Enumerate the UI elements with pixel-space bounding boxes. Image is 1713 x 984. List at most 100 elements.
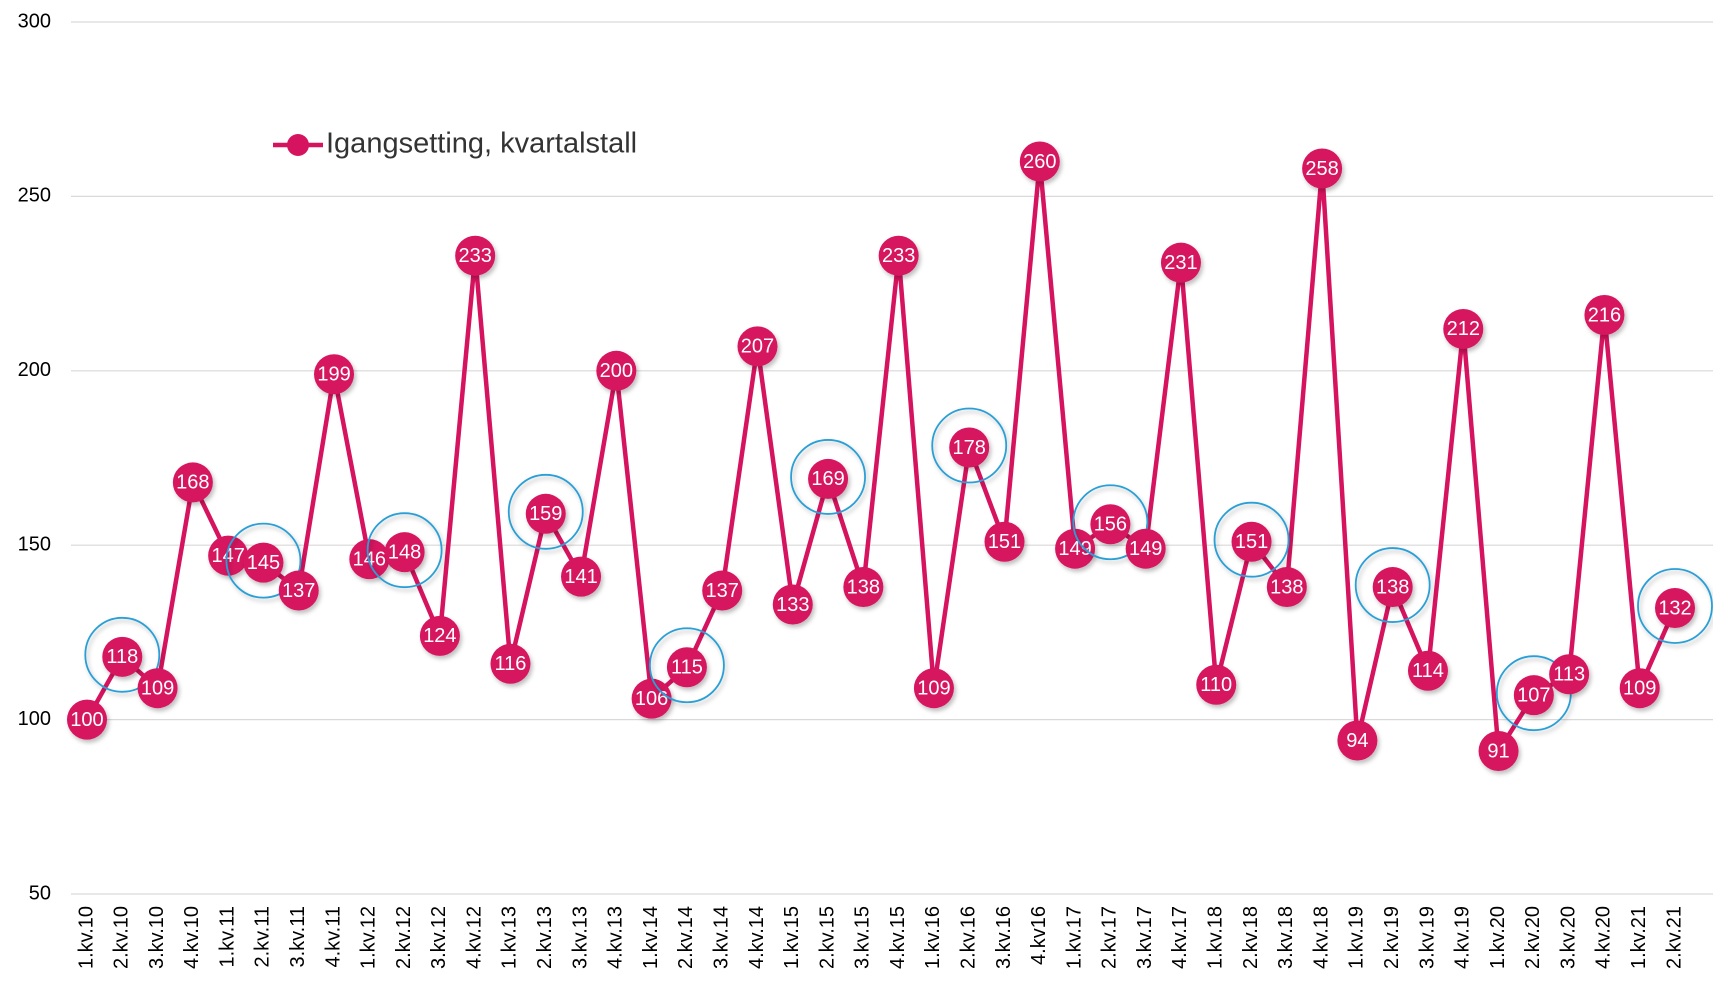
legend-marker bbox=[287, 134, 309, 156]
data-point bbox=[384, 532, 425, 573]
x-tick-label: 4.kv.19 bbox=[1452, 906, 1474, 969]
x-tick-label: 1.kv.13 bbox=[499, 906, 521, 969]
y-tick-label: 100 bbox=[18, 708, 51, 730]
highlight-ring bbox=[790, 439, 866, 515]
x-tick-label: 4.kv.20 bbox=[1593, 906, 1615, 969]
data-label: 260 bbox=[1023, 151, 1056, 173]
x-tick-label: 1.kv.14 bbox=[640, 906, 662, 969]
data-point bbox=[1090, 504, 1131, 545]
data-point bbox=[490, 643, 531, 684]
x-tick-label: 4.kv.14 bbox=[746, 906, 768, 969]
data-point bbox=[913, 668, 954, 709]
data-point bbox=[984, 521, 1025, 562]
data-point bbox=[102, 636, 143, 677]
data-label: 199 bbox=[317, 364, 350, 386]
x-tick-label: 3.kv.17 bbox=[1134, 906, 1156, 969]
data-point bbox=[137, 668, 178, 709]
x-tick-label: 2.kv.17 bbox=[1099, 906, 1121, 969]
data-label: 132 bbox=[1658, 597, 1691, 619]
data-point bbox=[1584, 294, 1625, 335]
x-tick-label: 3.kv.19 bbox=[1416, 906, 1438, 969]
data-label: 118 bbox=[106, 646, 138, 668]
x-tick-label: 2.kv.14 bbox=[675, 906, 697, 969]
data-label: 109 bbox=[1623, 677, 1656, 699]
data-label: 200 bbox=[600, 360, 633, 382]
x-tick-label: 3.kv.12 bbox=[428, 906, 450, 969]
data-point bbox=[1125, 528, 1166, 569]
y-tick-label: 150 bbox=[18, 533, 51, 555]
data-label: 116 bbox=[495, 653, 527, 675]
x-tick-label: 3.kv.13 bbox=[569, 906, 591, 969]
data-label: 138 bbox=[847, 576, 880, 598]
data-label: 212 bbox=[1447, 318, 1480, 340]
y-tick-label: 250 bbox=[18, 185, 51, 207]
x-tick-label: 2.kv.12 bbox=[393, 906, 415, 969]
data-point bbox=[1055, 528, 1096, 569]
data-label: 137 bbox=[282, 580, 315, 602]
x-tick-label: 1.kv.12 bbox=[358, 906, 380, 969]
x-tick-label: 3.kv.15 bbox=[852, 906, 874, 969]
data-label: 233 bbox=[882, 245, 915, 267]
data-point bbox=[843, 567, 884, 608]
data-point bbox=[1549, 654, 1590, 695]
data-point bbox=[278, 570, 319, 611]
data-point bbox=[243, 542, 284, 583]
legend-label: Igangsetting, kvartalstall bbox=[326, 128, 637, 160]
data-point bbox=[1302, 148, 1343, 189]
x-tick-label: 1.kv.17 bbox=[1063, 906, 1085, 969]
x-tick-label: 3.kv.14 bbox=[710, 906, 732, 969]
x-tick-label: 1.kv.11 bbox=[216, 906, 238, 968]
data-point bbox=[1443, 308, 1484, 349]
data-point bbox=[772, 584, 813, 625]
x-tick-label: 4.kv16 bbox=[1028, 906, 1050, 965]
x-tick-label: 2.kv.13 bbox=[534, 906, 556, 969]
data-point bbox=[1478, 730, 1519, 771]
x-tick-label: 3.kv.18 bbox=[1275, 906, 1297, 969]
data-label: 106 bbox=[635, 688, 668, 710]
data-point bbox=[525, 493, 566, 534]
data-label: 114 bbox=[1412, 660, 1444, 682]
data-point bbox=[1266, 567, 1307, 608]
data-label: 207 bbox=[741, 336, 774, 358]
data-label: 178 bbox=[953, 437, 986, 459]
x-tick-label: 2.kv.11 bbox=[252, 906, 274, 968]
data-label: 156 bbox=[1094, 514, 1127, 536]
x-tick-label: 4.kv.17 bbox=[1169, 906, 1191, 969]
data-label: 137 bbox=[706, 580, 739, 602]
x-tick-label: 3.kv.20 bbox=[1557, 906, 1579, 969]
data-point bbox=[666, 647, 707, 688]
data-label: 138 bbox=[1270, 576, 1303, 598]
data-line bbox=[85, 159, 1678, 754]
data-point bbox=[1619, 668, 1660, 709]
data-label: 109 bbox=[917, 677, 950, 699]
data-label: 151 bbox=[1235, 531, 1268, 553]
data-label: 149 bbox=[1058, 538, 1091, 560]
data-label: 168 bbox=[176, 472, 209, 494]
data-point bbox=[419, 615, 460, 656]
x-tick-label: 4.kv.12 bbox=[463, 906, 485, 969]
y-tick-label: 200 bbox=[18, 359, 51, 381]
data-point bbox=[1337, 720, 1378, 761]
data-label: 94 bbox=[1346, 730, 1368, 752]
x-tick-label: 2.kv.15 bbox=[816, 906, 838, 969]
x-tick-label: 2.kv.18 bbox=[1240, 906, 1262, 969]
data-point bbox=[1160, 242, 1201, 283]
highlight-ring bbox=[225, 522, 302, 599]
data-point bbox=[208, 535, 249, 576]
x-tick-label: 4.kv.15 bbox=[887, 906, 909, 969]
data-label: 151 bbox=[988, 531, 1021, 553]
data-label: 100 bbox=[70, 709, 103, 731]
data-point bbox=[1372, 567, 1413, 608]
data-point bbox=[808, 458, 849, 499]
data-point bbox=[1231, 521, 1272, 562]
data-point bbox=[631, 678, 672, 719]
data-label: 115 bbox=[671, 657, 703, 679]
highlight-ring bbox=[507, 473, 584, 550]
data-label: 159 bbox=[529, 503, 562, 525]
x-tick-label: 4.kv.11 bbox=[322, 906, 344, 968]
data-label: 233 bbox=[458, 245, 491, 267]
data-label: 138 bbox=[1376, 576, 1409, 598]
highlight-ring bbox=[1072, 484, 1149, 561]
data-point bbox=[1407, 650, 1448, 691]
data-point bbox=[949, 427, 990, 468]
